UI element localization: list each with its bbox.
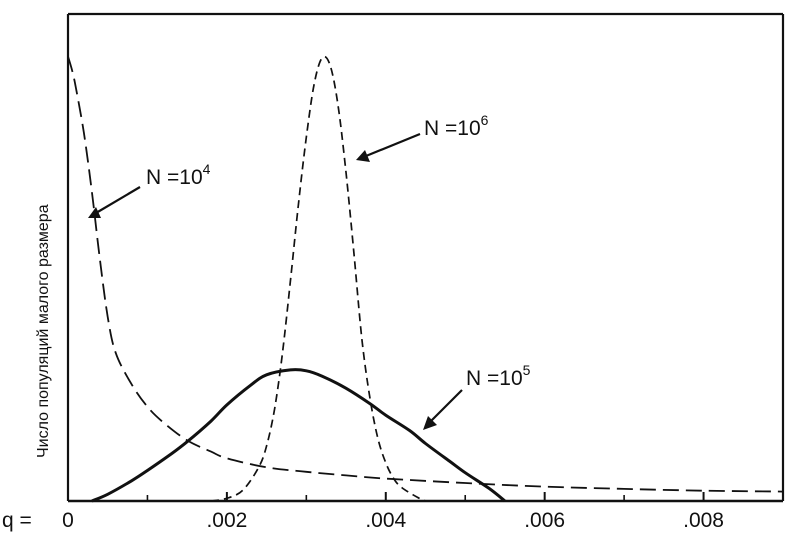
series-line-n1e6 xyxy=(210,55,426,502)
x-tick-label: 0 xyxy=(62,509,74,532)
arrowhead-n1e4-icon xyxy=(88,207,101,218)
series-label-n1e6-base: N =10 xyxy=(424,117,481,140)
arrowhead-n1e5-icon xyxy=(423,416,437,430)
arrowhead-n1e6-icon xyxy=(356,150,370,162)
arrow-n1e6 xyxy=(365,132,421,158)
x-tick-label: .004 xyxy=(365,509,406,532)
x-axis-tick-labels: 0 .002 .004 .006 .008 xyxy=(62,509,724,532)
arrow-n1e5 xyxy=(430,389,463,422)
series-label-n1e6-exponent: 6 xyxy=(481,112,489,128)
series-line-n1e5 xyxy=(91,368,506,503)
series-label-n1e4-base: N =10 xyxy=(146,166,203,189)
series-label-n1e4-exponent: 4 xyxy=(203,161,211,177)
x-axis-label: q = xyxy=(2,509,32,532)
series-label-n1e6: N =106 xyxy=(424,112,489,140)
x-tick-label: .006 xyxy=(524,509,565,532)
svg-text:N =105: N =105 xyxy=(466,362,531,390)
svg-text:N =104: N =104 xyxy=(146,161,211,189)
series-label-n1e5-exponent: 5 xyxy=(523,362,531,378)
series-label-n1e5-base: N =10 xyxy=(466,367,523,390)
x-axis-ticks xyxy=(67,492,705,501)
y-axis-label: Число популяций малого размера xyxy=(35,204,52,458)
series-label-n1e5: N =105 xyxy=(466,362,531,390)
x-tick-label: .002 xyxy=(206,509,247,532)
series-lines xyxy=(67,55,784,503)
arrow-n1e4 xyxy=(95,186,141,214)
annotation-arrows xyxy=(88,132,463,430)
series-line-n1e4 xyxy=(67,56,784,493)
svg-text:N =106: N =106 xyxy=(424,112,489,140)
x-tick-label: .008 xyxy=(683,509,724,532)
series-label-n1e4: N =104 xyxy=(146,161,211,189)
